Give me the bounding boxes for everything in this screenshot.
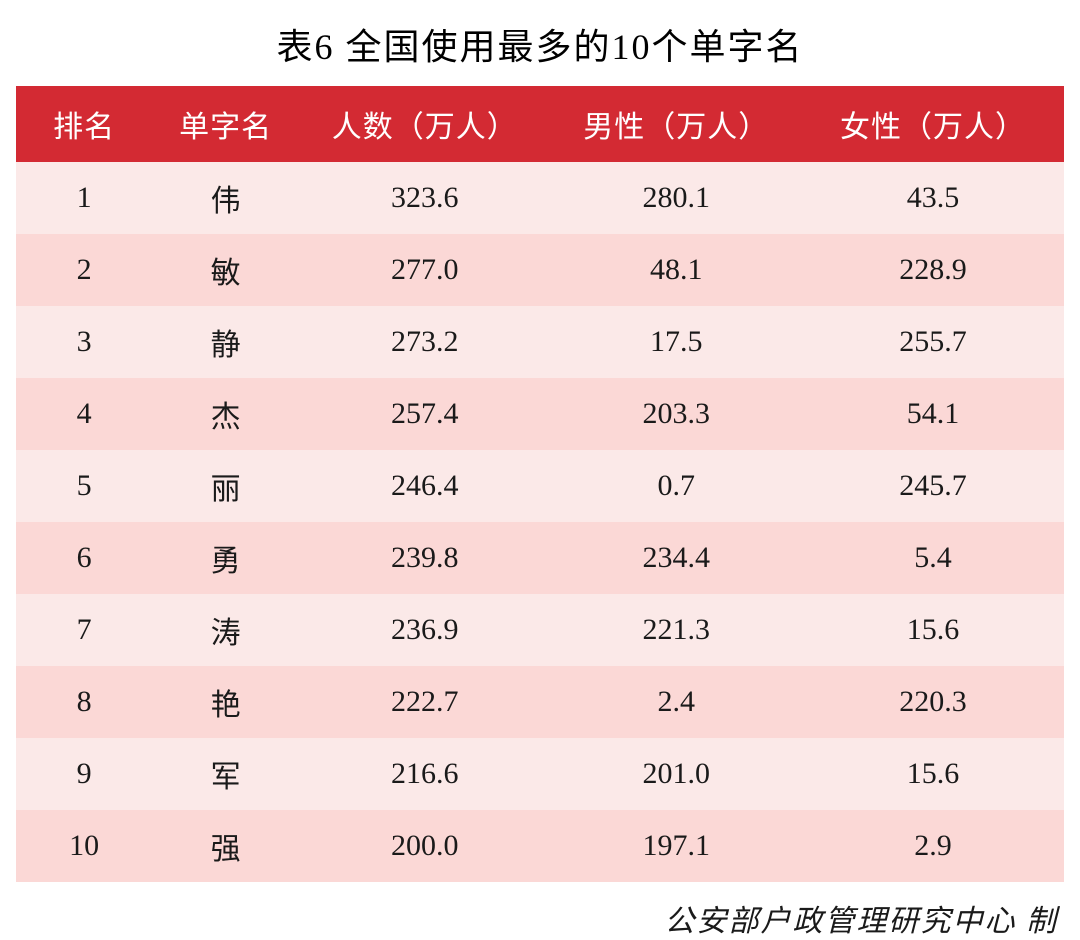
cell-male: 221.3 — [550, 594, 802, 666]
name-table: 排名 单字名 人数（万人） 男性（万人） 女性（万人） 1 伟 323.6 28… — [16, 86, 1064, 882]
cell-total: 216.6 — [299, 738, 551, 810]
cell-male: 234.4 — [550, 522, 802, 594]
table-title: 表6 全国使用最多的10个单字名 — [0, 0, 1080, 86]
cell-female: 15.6 — [802, 738, 1064, 810]
cell-male: 201.0 — [550, 738, 802, 810]
cell-rank: 4 — [16, 378, 152, 450]
cell-total: 323.6 — [299, 162, 551, 234]
cell-rank: 5 — [16, 450, 152, 522]
cell-female: 228.9 — [802, 234, 1064, 306]
table-body: 1 伟 323.6 280.1 43.5 2 敏 277.0 48.1 228.… — [16, 162, 1064, 882]
cell-female: 255.7 — [802, 306, 1064, 378]
table-row: 7 涛 236.9 221.3 15.6 — [16, 594, 1064, 666]
cell-female: 5.4 — [802, 522, 1064, 594]
cell-female: 245.7 — [802, 450, 1064, 522]
col-total: 人数（万人） — [299, 86, 551, 162]
cell-name: 涛 — [152, 594, 299, 666]
col-name: 单字名 — [152, 86, 299, 162]
table-header-row: 排名 单字名 人数（万人） 男性（万人） 女性（万人） — [16, 86, 1064, 162]
cell-name: 伟 — [152, 162, 299, 234]
cell-total: 246.4 — [299, 450, 551, 522]
table-row: 10 强 200.0 197.1 2.9 — [16, 810, 1064, 882]
cell-male: 197.1 — [550, 810, 802, 882]
table-row: 1 伟 323.6 280.1 43.5 — [16, 162, 1064, 234]
table-row: 8 艳 222.7 2.4 220.3 — [16, 666, 1064, 738]
cell-female: 2.9 — [802, 810, 1064, 882]
col-male: 男性（万人） — [550, 86, 802, 162]
cell-rank: 3 — [16, 306, 152, 378]
table-row: 9 军 216.6 201.0 15.6 — [16, 738, 1064, 810]
table-row: 4 杰 257.4 203.3 54.1 — [16, 378, 1064, 450]
cell-total: 257.4 — [299, 378, 551, 450]
cell-total: 273.2 — [299, 306, 551, 378]
cell-male: 17.5 — [550, 306, 802, 378]
cell-name: 军 — [152, 738, 299, 810]
cell-female: 220.3 — [802, 666, 1064, 738]
cell-rank: 6 — [16, 522, 152, 594]
cell-rank: 1 — [16, 162, 152, 234]
table-container: 排名 单字名 人数（万人） 男性（万人） 女性（万人） 1 伟 323.6 28… — [0, 86, 1080, 882]
cell-total: 200.0 — [299, 810, 551, 882]
cell-rank: 9 — [16, 738, 152, 810]
cell-rank: 2 — [16, 234, 152, 306]
cell-male: 203.3 — [550, 378, 802, 450]
cell-male: 0.7 — [550, 450, 802, 522]
cell-name: 勇 — [152, 522, 299, 594]
footer-credit: 公安部户政管理研究中心 制 — [0, 882, 1080, 940]
cell-total: 236.9 — [299, 594, 551, 666]
cell-name: 强 — [152, 810, 299, 882]
cell-total: 239.8 — [299, 522, 551, 594]
cell-total: 277.0 — [299, 234, 551, 306]
col-rank: 排名 — [16, 86, 152, 162]
cell-name: 静 — [152, 306, 299, 378]
table-row: 2 敏 277.0 48.1 228.9 — [16, 234, 1064, 306]
col-female: 女性（万人） — [802, 86, 1064, 162]
cell-rank: 7 — [16, 594, 152, 666]
cell-total: 222.7 — [299, 666, 551, 738]
cell-name: 艳 — [152, 666, 299, 738]
cell-rank: 8 — [16, 666, 152, 738]
table-row: 6 勇 239.8 234.4 5.4 — [16, 522, 1064, 594]
cell-name: 丽 — [152, 450, 299, 522]
cell-male: 280.1 — [550, 162, 802, 234]
cell-rank: 10 — [16, 810, 152, 882]
table-row: 3 静 273.2 17.5 255.7 — [16, 306, 1064, 378]
table-row: 5 丽 246.4 0.7 245.7 — [16, 450, 1064, 522]
cell-male: 2.4 — [550, 666, 802, 738]
cell-female: 15.6 — [802, 594, 1064, 666]
cell-name: 杰 — [152, 378, 299, 450]
cell-female: 43.5 — [802, 162, 1064, 234]
cell-name: 敏 — [152, 234, 299, 306]
cell-female: 54.1 — [802, 378, 1064, 450]
cell-male: 48.1 — [550, 234, 802, 306]
